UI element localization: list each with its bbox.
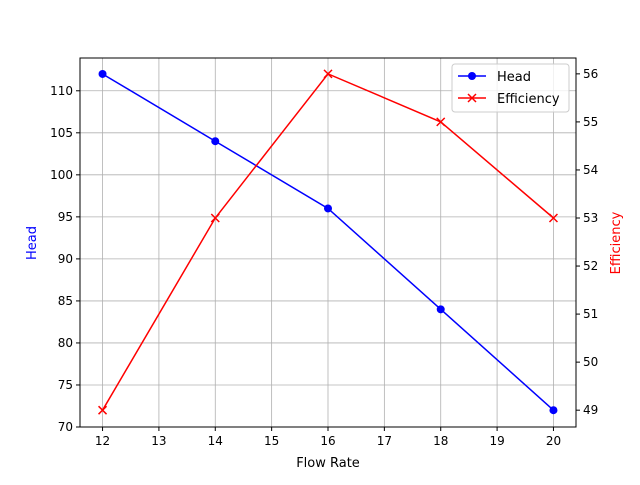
data-point bbox=[548, 213, 558, 223]
x-tick-label: 16 bbox=[320, 434, 335, 448]
series-lines bbox=[98, 69, 558, 415]
x-tick-label: 12 bbox=[95, 434, 110, 448]
y-left-tick-label: 85 bbox=[58, 294, 73, 308]
y-right-tick-label: 53 bbox=[583, 211, 598, 225]
data-point bbox=[436, 117, 446, 127]
legend: Head Efficiency bbox=[451, 63, 570, 113]
y-right-tick-label: 56 bbox=[583, 67, 598, 81]
data-point bbox=[549, 406, 558, 415]
y-left-tick-label: 90 bbox=[58, 252, 73, 266]
x-tick-label: 13 bbox=[151, 434, 166, 448]
data-point bbox=[436, 305, 445, 314]
x-tick-label: 17 bbox=[377, 434, 392, 448]
y-left-tick-label: 80 bbox=[58, 336, 73, 350]
legend-head-label: Head bbox=[497, 70, 531, 85]
y-right-tick-label: 55 bbox=[583, 115, 598, 129]
y-right-tick-label: 51 bbox=[583, 307, 598, 321]
y-axis-left-label: Head bbox=[25, 226, 40, 260]
data-point bbox=[211, 137, 220, 146]
data-point bbox=[323, 69, 333, 79]
x-tick-label: 20 bbox=[546, 434, 561, 448]
x-tick-label: 15 bbox=[264, 434, 279, 448]
circle-marker-icon bbox=[468, 72, 476, 80]
y-right-tick-label: 49 bbox=[583, 403, 598, 417]
y-axis-right-label: Efficiency bbox=[609, 211, 624, 274]
data-point bbox=[210, 213, 220, 223]
axis-ticks: 12 13 14 15 16 17 18 19 20 70 75 80 85 90 95 100 105 110 4… bbox=[50, 67, 598, 448]
x-axis-label: Flow Rate bbox=[296, 456, 360, 471]
x-tick-label: 14 bbox=[208, 434, 223, 448]
y-left-tick-label: 95 bbox=[58, 210, 73, 224]
data-point bbox=[324, 204, 332, 213]
y-left-tick-label: 105 bbox=[50, 126, 73, 140]
y-right-tick-label: 54 bbox=[583, 163, 598, 177]
x-tick-label: 18 bbox=[433, 434, 448, 448]
data-point bbox=[98, 405, 108, 415]
y-left-tick-label: 110 bbox=[50, 84, 73, 98]
y-right-tick-label: 50 bbox=[583, 355, 598, 369]
data-point bbox=[98, 69, 107, 78]
y-left-tick-label: 100 bbox=[50, 168, 73, 182]
x-marker-icon bbox=[467, 93, 477, 103]
legend-efficiency-label: Efficiency bbox=[497, 92, 560, 107]
x-tick-label: 19 bbox=[489, 434, 504, 448]
y-right-tick-label: 52 bbox=[583, 259, 598, 273]
y-left-tick-label: 70 bbox=[58, 420, 73, 434]
y-left-tick-label: 75 bbox=[58, 378, 73, 392]
grid bbox=[80, 58, 576, 428]
